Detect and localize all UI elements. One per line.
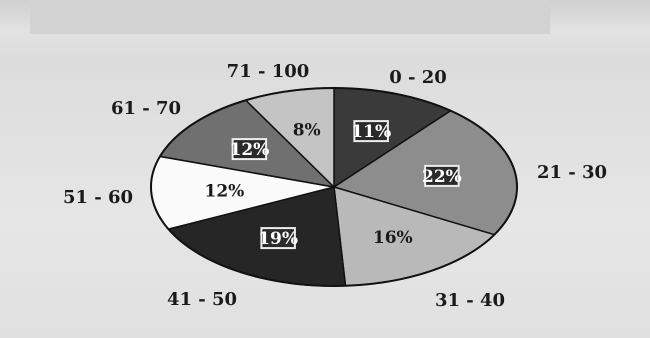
value-label-box-inner	[262, 229, 294, 248]
slice-category-label: 21 - 30	[537, 162, 607, 183]
pie-category-labels: 0 - 20 21 - 30 31 - 40 41 - 50 51 - 60 61 - 7…	[63, 61, 607, 311]
header-strip	[30, 0, 550, 34]
slice-value-label: 12%	[204, 182, 244, 202]
slice-category-label: 51 - 60	[63, 187, 133, 208]
value-label-box-inner	[355, 122, 387, 141]
slice-category-label: 61 - 70	[111, 98, 181, 119]
pie-outline	[150, 87, 518, 287]
slice-value-label: 19%	[258, 229, 298, 249]
slice-category-label: 31 - 40	[435, 290, 505, 311]
slice-value-label: 11%	[351, 122, 391, 142]
slice-value-label: 22%	[422, 167, 462, 187]
slice-category-label: 71 - 100	[227, 61, 310, 82]
slice-category-label: 0 - 20	[389, 67, 447, 88]
slice-category-label: 41 - 50	[167, 289, 237, 310]
slice-value-label: 16%	[373, 228, 413, 248]
slice-value-label: 8%	[293, 121, 321, 141]
value-label-box-inner	[233, 140, 266, 159]
value-label-box-inner	[426, 166, 458, 185]
pie-value-labels: 11% 22% 16% 19% 12% 12% 8%	[204, 120, 462, 250]
slice-value-label: 12%	[229, 140, 269, 160]
